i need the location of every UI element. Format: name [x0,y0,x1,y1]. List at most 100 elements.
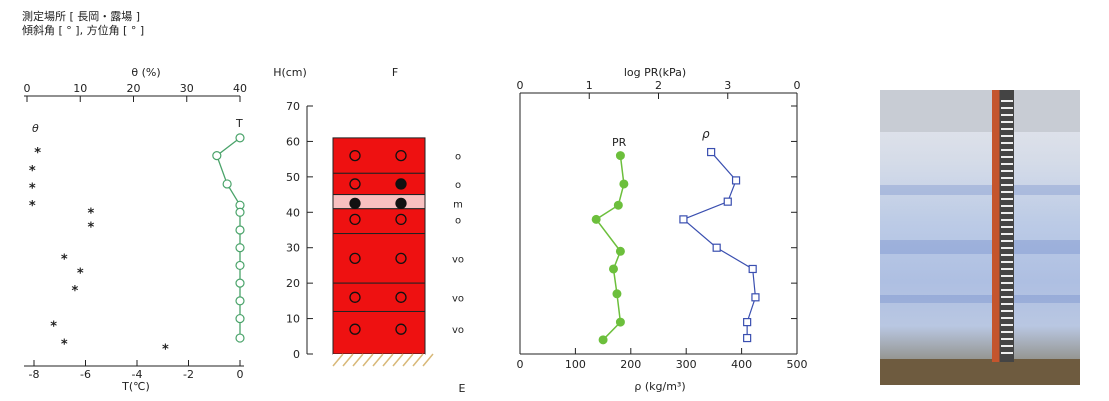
density-point [679,215,688,224]
grain-marker [395,197,407,210]
snow-layer [332,208,426,235]
theta-tick-label: 0 [24,82,31,95]
height-tick-label: 10 [286,313,300,326]
temperature-tick-label: -2 [183,368,194,381]
photo-ice-band [880,295,1080,303]
photo-ice-band [880,185,1080,195]
density-point [731,176,741,185]
grain-type-label: vo [452,293,464,304]
snow-layer [332,310,426,355]
theta-point: * [72,284,79,299]
theta-point: * [61,337,68,352]
grain-marker [395,323,407,335]
temperature-point [235,296,245,306]
grain-marker [349,323,361,335]
density-tick-label: 200 [620,358,641,371]
density-tick-label: 100 [565,358,586,371]
height-tick-label: 50 [286,171,300,184]
temperature-point [235,278,245,288]
grain-marker [395,178,407,190]
density-axis-title: ρ (kg/m³) [634,380,685,393]
height-tick-label: 30 [286,242,300,255]
theta-point: * [77,267,84,282]
temperature-point [235,225,245,235]
density-point [743,333,752,343]
photo-stake-ticks [1001,100,1013,355]
grain-marker [349,213,361,226]
temperature-point [235,333,245,343]
temperature-point [235,207,245,217]
grain-marker [349,178,361,190]
temperature-point [235,260,245,271]
height-tick-label: 0 [293,348,300,361]
theta-axis-title: θ (%) [131,66,160,79]
pr-point [619,179,629,189]
density-point [707,147,716,157]
grain-panel-bottom-label: E [459,382,466,395]
density-tick-label: 500 [787,358,808,371]
height-tick-label: 70 [286,100,300,113]
density-point [743,318,752,327]
temperature-tick-label: -8 [29,368,40,381]
ground-hatch [372,353,384,367]
density-tick-label: 400 [731,358,752,371]
theta-point: * [61,252,68,267]
snow-layer [332,194,426,210]
ground-hatch [362,353,374,367]
density-point [723,197,732,206]
density-point [751,293,760,302]
header-location: 測定場所 [ 長岡・露場 ] [22,10,141,23]
theta-point: * [50,320,57,335]
density-point [748,264,757,274]
grain-type-label: m [453,199,463,210]
pr-point [608,264,618,274]
grain-type-label: vo [452,254,464,265]
temperature-axis-title: T(℃) [121,380,150,393]
theta-point: * [87,220,94,235]
grain-marker [395,213,407,226]
logpr-tick-label: 0 [517,79,524,92]
ground-hatch [352,353,364,367]
temperature-tick-label: -4 [132,368,143,381]
snow-pit-photo [880,90,1080,385]
grain-marker [395,149,407,162]
grain-type-label: o [455,180,461,191]
height-axis-title: H(cm) [273,66,307,79]
pr-point [612,289,622,299]
photo-ground [880,359,1080,385]
theta-point: * [29,181,36,196]
density-point [712,243,721,252]
temperature-tick-label: -6 [80,368,91,381]
grain-marker [395,291,407,303]
pr-point [591,214,601,224]
temperature-point [212,151,222,161]
snow-layer [332,137,426,174]
pr-point [598,335,608,345]
density-series-label: ρ [702,127,710,141]
theta-tick-label: 20 [127,82,141,95]
grain-marker [349,149,361,162]
ground-hatch [402,353,414,367]
grain-marker [395,252,407,264]
temperature-point [222,179,232,189]
theta-tick-label: 10 [73,82,87,95]
grain-marker [349,252,361,264]
photo-sky [880,90,1080,132]
theta-point: * [29,164,36,179]
ground-hatch [382,353,394,367]
logpr-tick-label: 3 [724,79,731,92]
temperature-point [235,133,245,143]
grain-marker [349,291,361,303]
theta-point: * [87,206,94,221]
height-tick-label: 40 [286,206,300,219]
grain-panel-title: F [392,66,398,79]
theta-series-label: θ [32,122,39,135]
density-tick-label: 0 [517,358,524,371]
grain-type-label: vo [452,325,464,336]
ground-hatch [332,353,344,367]
logpr-tick-label: 0 [794,79,801,92]
theta-point: * [29,199,36,214]
pr-point [613,200,623,210]
height-tick-label: 20 [286,277,300,290]
